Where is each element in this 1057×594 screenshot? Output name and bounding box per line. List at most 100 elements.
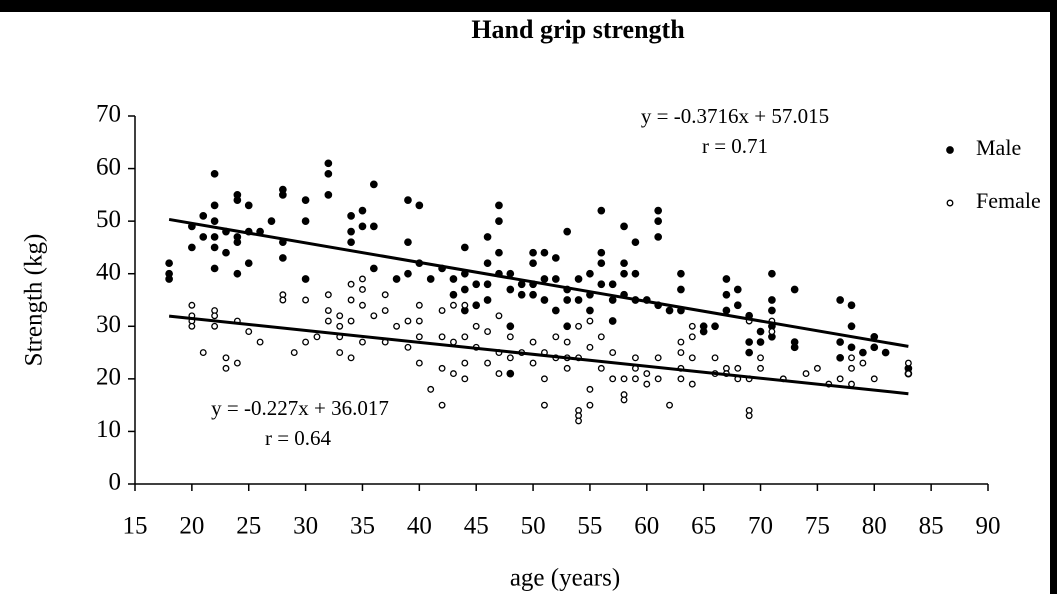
- point: [472, 280, 481, 289]
- point: [563, 322, 572, 331]
- point: [472, 301, 481, 310]
- point: [472, 322, 480, 330]
- point: [392, 275, 401, 283]
- x-tick-label: 55: [577, 513, 602, 540]
- point: [563, 296, 572, 304]
- y-tick-label: 50: [96, 206, 121, 233]
- point: [551, 275, 560, 283]
- point: [404, 317, 412, 325]
- point: [722, 306, 731, 315]
- y-tick-label: 60: [96, 153, 121, 180]
- point: [484, 359, 492, 367]
- point: [483, 296, 492, 304]
- point: [733, 301, 742, 310]
- point: [768, 296, 776, 304]
- point: [336, 322, 344, 330]
- point: [745, 338, 754, 346]
- point: [256, 338, 264, 346]
- point: [711, 322, 719, 331]
- x-tick-label: 75: [805, 513, 830, 540]
- point: [631, 375, 639, 383]
- point: [847, 343, 856, 352]
- point: [847, 322, 856, 331]
- point: [608, 317, 617, 325]
- x-tick-label: 25: [236, 513, 261, 540]
- point: [461, 333, 469, 341]
- point: [757, 354, 764, 362]
- point: [233, 238, 242, 247]
- point: [483, 233, 492, 241]
- point: [597, 280, 606, 289]
- point: [369, 222, 378, 231]
- point: [222, 248, 230, 257]
- point: [347, 280, 355, 288]
- point: [359, 338, 366, 346]
- point: [563, 364, 571, 372]
- point: [631, 269, 640, 278]
- point: [574, 296, 583, 304]
- point: [711, 354, 719, 362]
- point: [347, 238, 355, 247]
- point: [336, 349, 344, 357]
- point: [847, 301, 856, 310]
- point: [745, 348, 754, 357]
- point: [677, 338, 685, 346]
- point: [654, 206, 663, 215]
- point: [654, 233, 663, 241]
- x-tick-label: 90: [976, 513, 1001, 540]
- point: [415, 201, 424, 210]
- y-tick-label: 20: [96, 364, 121, 391]
- x-tick-label: 20: [179, 513, 204, 540]
- point: [870, 375, 878, 383]
- point: [347, 354, 355, 362]
- point: [359, 301, 366, 309]
- point: [540, 248, 549, 257]
- point: [438, 364, 446, 372]
- point: [756, 327, 765, 336]
- point: [575, 322, 583, 330]
- point: [677, 375, 685, 383]
- point: [404, 238, 412, 247]
- point: [370, 312, 378, 320]
- point: [450, 338, 457, 346]
- point: [540, 375, 548, 383]
- point: [460, 285, 469, 294]
- point: [586, 269, 594, 278]
- point: [631, 354, 639, 362]
- point: [722, 290, 731, 299]
- point: [654, 354, 662, 362]
- point: [643, 370, 651, 378]
- point: [427, 385, 435, 393]
- x-tick-label: 30: [293, 513, 318, 540]
- x-tick-label: 80: [862, 513, 887, 540]
- point: [233, 196, 242, 204]
- point: [563, 227, 572, 236]
- x-tick-label: 85: [919, 513, 944, 540]
- point: [529, 359, 537, 367]
- point: [859, 348, 867, 357]
- point: [677, 349, 685, 357]
- x-tick-label: 45: [464, 513, 489, 540]
- point: [529, 248, 537, 257]
- point: [506, 333, 514, 341]
- point: [324, 169, 333, 178]
- x-axis-label: age (years): [510, 565, 620, 592]
- point: [620, 396, 628, 404]
- point: [415, 301, 423, 309]
- point: [347, 317, 355, 325]
- trend-equation: y = -0.227x + 36.017: [211, 396, 389, 420]
- point: [449, 290, 458, 299]
- point: [551, 254, 560, 262]
- x-tick-label: 65: [691, 513, 716, 540]
- y-tick-label: 70: [96, 101, 121, 128]
- x-tick-label: 40: [407, 513, 432, 540]
- point: [870, 343, 879, 352]
- point: [540, 296, 549, 304]
- point: [586, 317, 594, 325]
- point: [790, 285, 799, 294]
- point: [461, 375, 469, 383]
- point: [768, 328, 776, 335]
- point: [722, 275, 731, 283]
- point: [609, 349, 617, 357]
- point: [244, 201, 253, 210]
